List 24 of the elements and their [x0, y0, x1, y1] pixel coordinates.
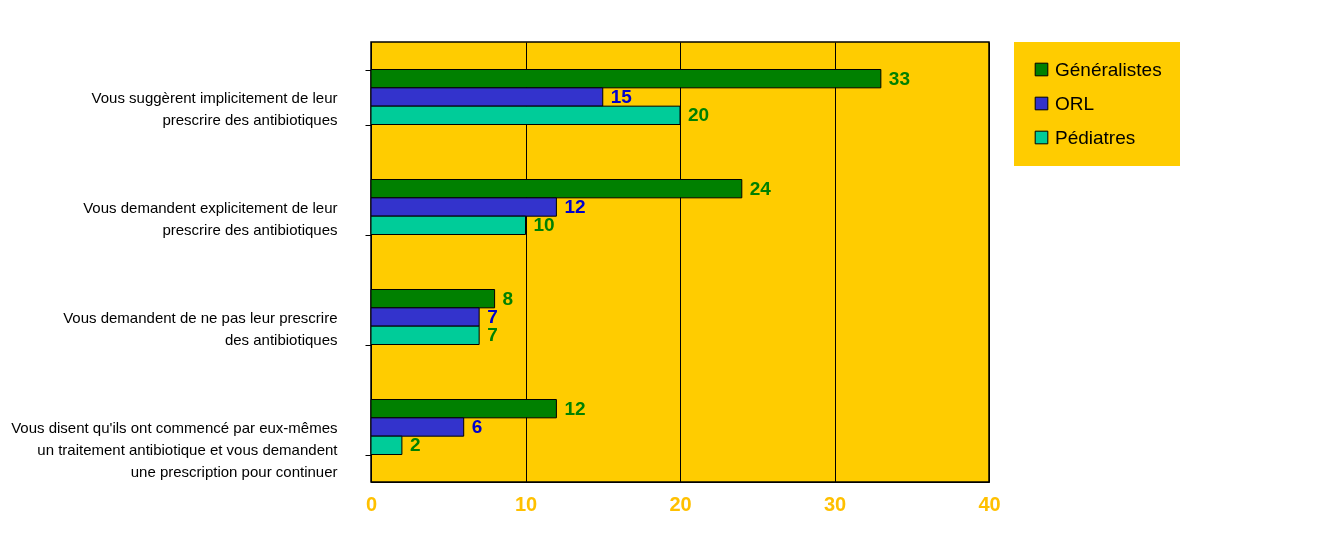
data-label: 20: [688, 104, 710, 126]
data-label: 24: [749, 177, 772, 199]
x-tick-label: 20: [669, 492, 692, 515]
data-label: 7: [487, 306, 498, 327]
data-label: 8: [502, 287, 514, 309]
data-label: 6: [471, 416, 483, 437]
legend-label: Pédiatres: [1055, 126, 1136, 148]
y-tick-label: Vous demandent explicitement de leur prescrire des antibiotiques: [83, 198, 338, 238]
data-label: 15: [610, 86, 633, 107]
x-tick-label: 40: [978, 492, 1001, 515]
legend-label: ORL: [1055, 92, 1095, 114]
legend-label: Généralistes: [1055, 58, 1162, 80]
data-label: 7: [487, 324, 498, 346]
y-tick-label: Vous disent qu'ils ont commencé par eux-mêmes un traitement antibiotique et vous demandent une prescription pour continuer: [11, 418, 339, 480]
x-tick-label: 0: [365, 492, 378, 515]
y-tick-label: Vous demandent de ne pas leur prescrire des antibiotiques: [63, 308, 338, 348]
data-label: 2: [409, 434, 421, 456]
y-tick-label: Vous suggèrent implicitement de leur prescrire des antibiotiques: [91, 88, 338, 128]
data-label: 33: [888, 67, 910, 89]
data-label: 12: [564, 196, 586, 217]
data-label: 12: [564, 397, 586, 419]
x-tick-label: 30: [823, 492, 847, 515]
x-tick-label: 10: [514, 492, 538, 515]
data-label: 10: [533, 214, 555, 236]
